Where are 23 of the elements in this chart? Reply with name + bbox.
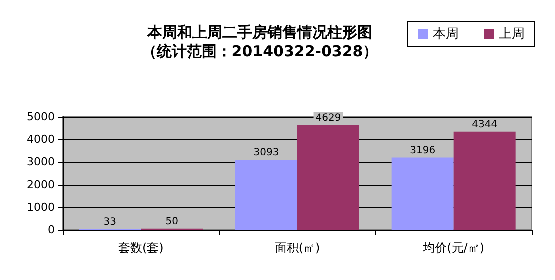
chart-subtitle: （统计范围：20140322-0328） [142, 42, 378, 60]
x-tick-label: 均价(元/㎡) [422, 241, 485, 255]
data-label: 4629 [316, 112, 342, 124]
bar [392, 158, 454, 230]
chart-title: 本周和上周二手房销售情况柱形图 [146, 24, 372, 42]
data-label: 33 [104, 216, 117, 228]
data-label: 4344 [472, 119, 498, 130]
y-tick-label: 3000 [27, 156, 55, 169]
y-tick-label: 4000 [27, 133, 55, 146]
legend-label: 本周 [433, 27, 459, 42]
data-label: 3196 [410, 145, 436, 156]
y-tick-label: 1000 [27, 200, 55, 214]
y-tick-label: 2000 [27, 178, 55, 192]
legend-label: 上周 [499, 27, 525, 42]
x-tick-label: 面积(㎡) [274, 241, 320, 255]
y-tick-label: 5000 [27, 110, 55, 124]
bar [454, 132, 516, 230]
y-tick-label: 0 [48, 224, 55, 236]
x-tick-label: 套数(套) [118, 241, 164, 255]
bar [236, 160, 298, 230]
data-label: 3093 [254, 148, 280, 159]
bar [298, 125, 360, 230]
data-label: 50 [166, 216, 179, 228]
